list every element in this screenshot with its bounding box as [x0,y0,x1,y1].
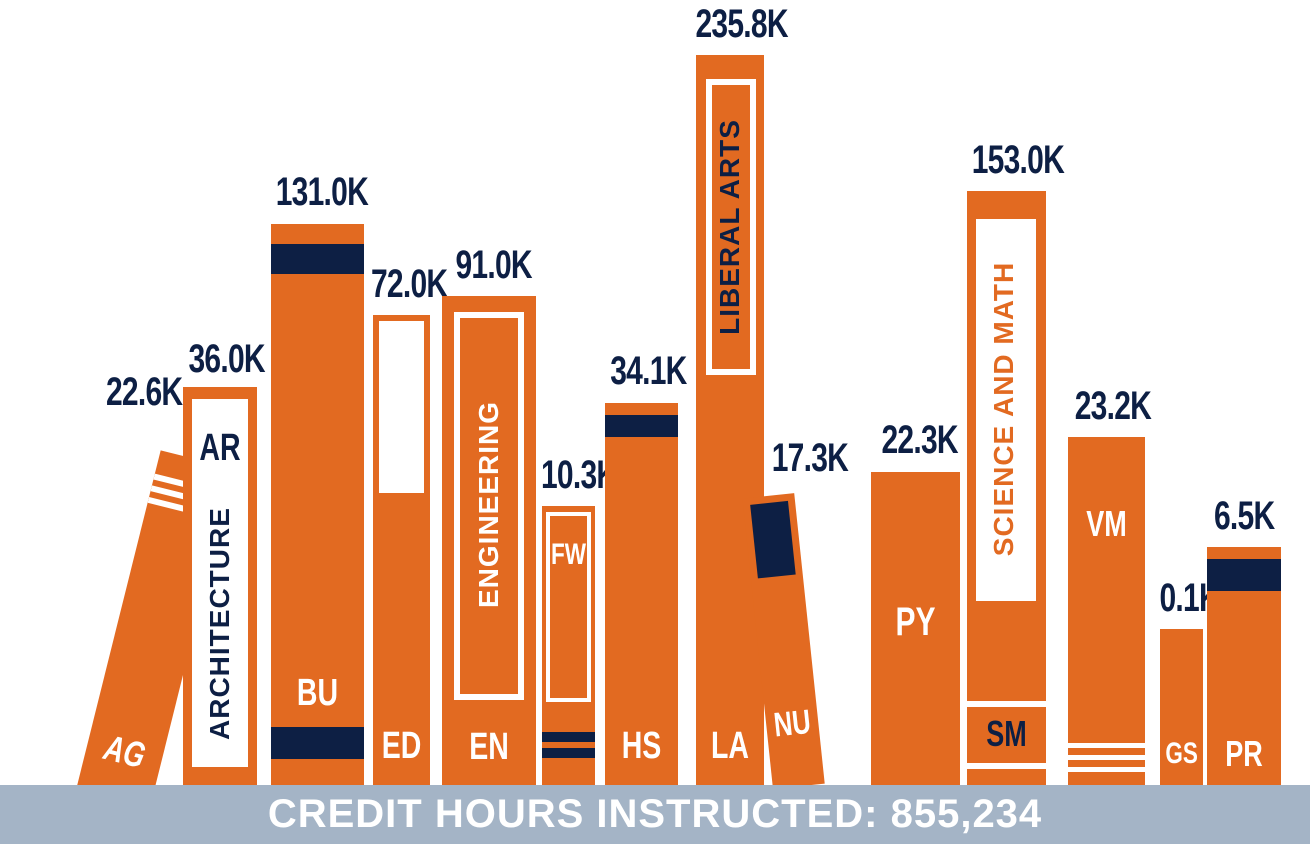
book-vm: VM [1068,437,1145,785]
value-label: 235.8K [695,2,789,46]
spine-panel [750,500,796,579]
value-label: 153.0K [971,138,1065,182]
spine-panel [976,219,1036,601]
value-label: 36.0K [188,337,266,381]
book-py: PY [871,472,960,785]
category-code: NU [771,702,813,745]
book-la: LIBERAL ARTS LA [696,55,764,785]
book-sm: SCIENCE AND MATH SM [967,191,1046,785]
band [967,763,1046,769]
category-code: PR [1225,733,1263,774]
footer-total: CREDIT HOURS INSTRUCTED: 855,234 [267,792,1043,836]
category-code: EN [469,726,509,768]
spine-panel [192,399,248,767]
book-bu: BU [271,224,364,785]
value-label: 131.0K [275,170,369,214]
band [1068,755,1145,760]
category-code: AR [199,427,241,469]
spine-title: ENGINEERING [473,400,504,608]
band [1207,559,1281,591]
book-gs: GS [1160,629,1203,785]
value-label: 91.0K [455,243,533,287]
category-code: VM [1086,503,1127,544]
category-code: FW [551,538,586,571]
category-code: HS [621,725,662,767]
spine-frame [706,79,756,375]
book-ar: AR ARCHITECTURE [183,387,257,785]
band [1068,743,1145,748]
band [271,244,364,274]
footer-banner: CREDIT HOURS INSTRUCTED: 855,234 [0,785,1310,844]
book-fw: FW [542,506,595,785]
band [542,732,595,742]
band [967,701,1046,707]
value-label: 22.3K [881,418,959,462]
spine-frame [546,512,591,702]
value-label: 10.3K [541,453,618,497]
value-label: 6.5K [1214,494,1275,538]
category-code: ED [381,725,422,767]
book-pr: PR [1207,547,1281,785]
category-code: SM [986,713,1027,754]
value-label: 34.1K [610,349,687,393]
spine-title: SCIENCE AND MATH [988,261,1019,557]
book-hs: HS [605,403,678,785]
spine-panel [379,321,424,493]
spine-title: ARCHITECTURE [204,507,235,740]
book-en: ENGINEERING EN [442,296,536,785]
band [271,727,364,759]
category-code: PY [895,600,936,644]
band [605,415,678,437]
value-label: 72.0K [371,262,448,306]
value-label: 0.1K [1159,576,1221,620]
category-code: LA [711,725,749,767]
category-code: AG [100,726,150,776]
value-label: 23.2K [1074,384,1152,428]
spine-frame [454,312,524,700]
band [1068,767,1145,772]
value-label: 17.3K [771,436,849,480]
category-code: GS [1165,737,1198,770]
category-code: BU [296,672,339,714]
spine-title: LIBERAL ARTS [714,119,745,335]
book-ed: ED [373,315,430,785]
value-label: 22.6K [106,370,183,414]
band [542,748,595,758]
